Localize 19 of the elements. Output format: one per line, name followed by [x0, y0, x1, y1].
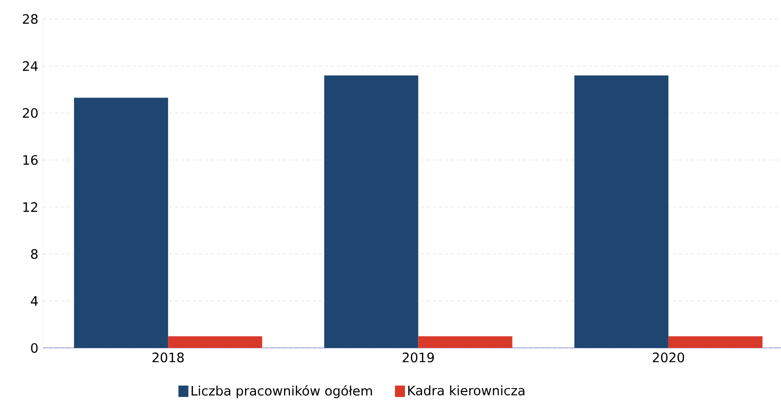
bar [574, 75, 668, 348]
y-tick-label: 28 [22, 14, 38, 24]
bar [168, 336, 262, 348]
y-tick-label: 20 [22, 108, 38, 118]
bar [324, 75, 418, 348]
y-tick-label: 16 [23, 155, 38, 165]
y-tick-label: 8 [31, 249, 38, 259]
x-tick-label: 2018 [152, 352, 184, 362]
y-tick-label: 4 [30, 296, 38, 306]
bar [418, 336, 512, 348]
x-tick-label: 2019 [402, 352, 434, 362]
bar [668, 336, 762, 348]
bar [74, 98, 168, 348]
y-tick-label: 24 [22, 61, 38, 71]
legend-label: Liczba pracowników ogółem [192, 385, 372, 398]
y-tick-label: 0 [31, 343, 38, 353]
x-tick-label: 2020 [652, 352, 684, 362]
legend-label: Kadra kierownicza [408, 385, 524, 396]
y-tick-label: 12 [23, 202, 38, 212]
